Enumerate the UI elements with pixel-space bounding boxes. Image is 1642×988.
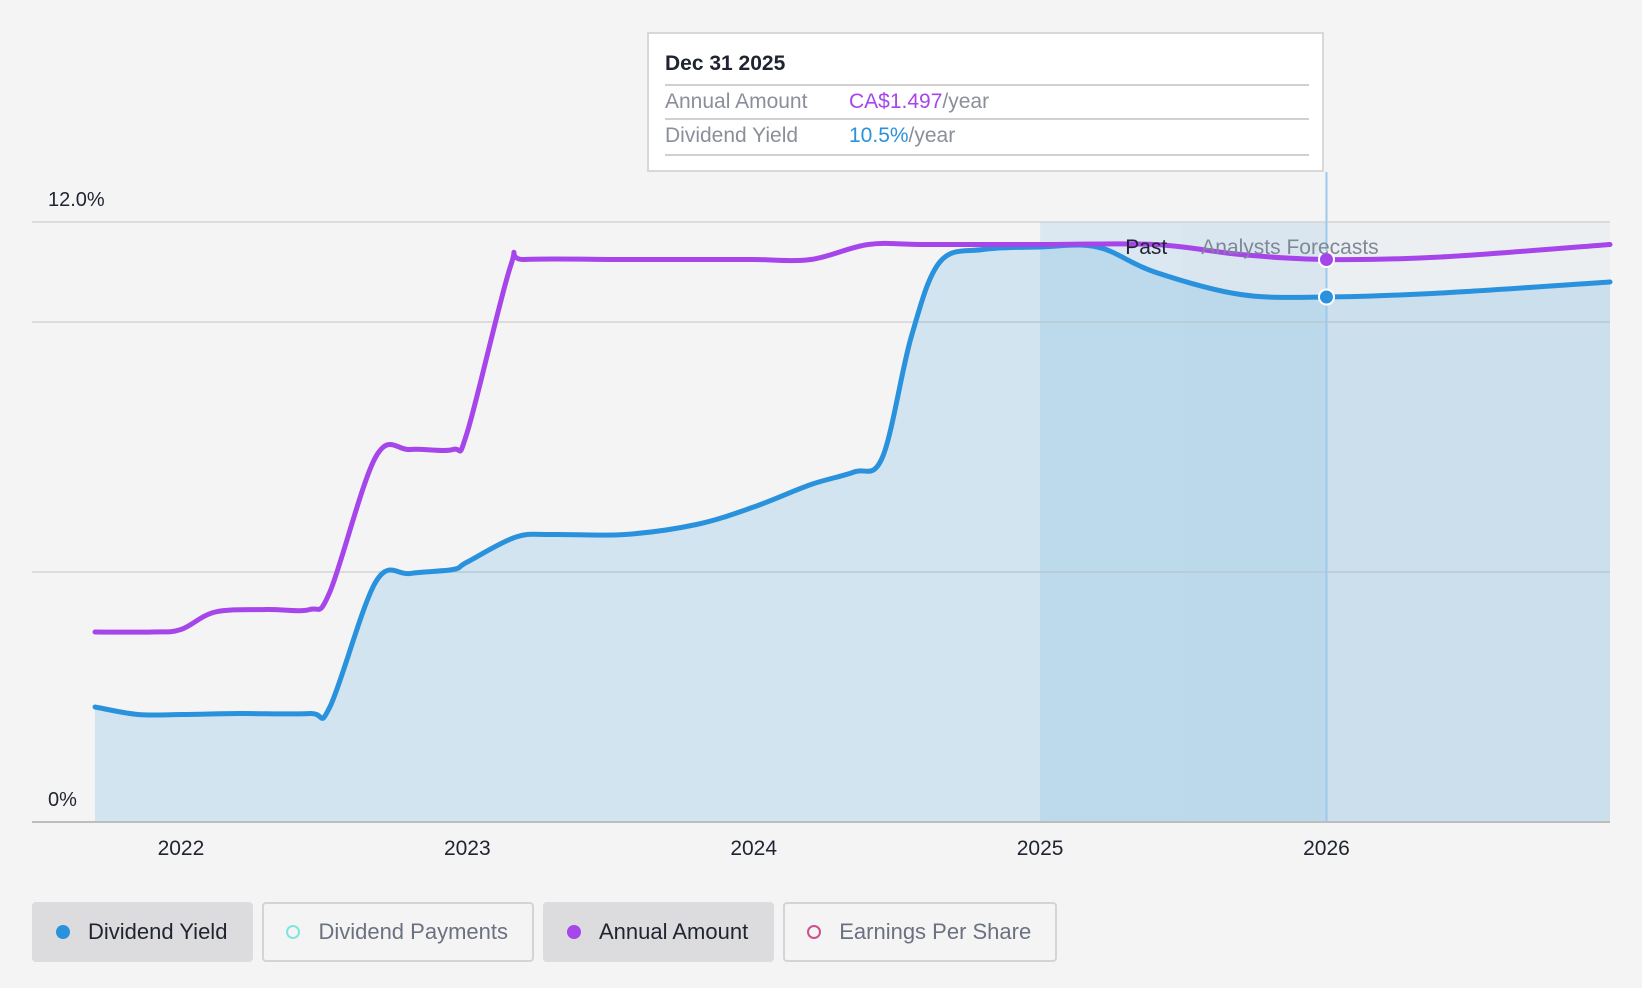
- labels-layer: 12.0% 0% 2022 2023 2024 2025 2026 Past Analysts …: [48, 189, 1379, 860]
- tooltip-row-annual-amount: Annual Amount CA$1.497/year: [665, 84, 1309, 120]
- past-region-label: Past: [1125, 236, 1167, 259]
- x-tick-label: 2025: [1017, 837, 1064, 860]
- annual-amount-line: [92, 240, 1613, 635]
- legend-annual-amount-button[interactable]: Annual Amount: [542, 902, 775, 962]
- legend-label: Dividend Payments: [318, 919, 508, 944]
- annual-amount-dot-icon: [566, 925, 581, 939]
- legend-earnings-per-share-button[interactable]: Earnings Per Share: [783, 902, 1058, 962]
- earnings-per-share-ring-icon: [807, 925, 822, 939]
- legend-label: Annual Amount: [598, 919, 749, 944]
- tooltip-suffix: /year: [942, 90, 990, 113]
- tooltip-label: Annual Amount: [665, 90, 808, 113]
- chart-legend: Dividend Yield Dividend Payments Annual …: [32, 902, 1058, 962]
- annual-amount-highlight-point: [1317, 251, 1335, 268]
- gridlines: [32, 221, 1610, 573]
- dividend-yield-dot-icon: [56, 925, 70, 939]
- x-tick-label: 2026: [1303, 837, 1350, 860]
- y-tick-label: 12.0%: [48, 189, 105, 211]
- legend-label: Dividend Yield: [88, 919, 228, 944]
- tooltip-value: CA$1.497: [849, 90, 943, 113]
- dividend-yield-line: [92, 242, 1613, 721]
- tooltip-row-dividend-yield: Dividend Yield 10.5%/year: [665, 118, 1309, 156]
- x-tick-label: 2024: [730, 837, 777, 860]
- dividend-yield-area: [95, 245, 1610, 823]
- tooltip-date: Dec 31 2025: [665, 52, 786, 75]
- legend-label: Earnings Per Share: [839, 919, 1032, 944]
- dividend-yield-highlight-point: [1317, 288, 1335, 306]
- chart-tooltip: Dec 31 2025 Annual Amount CA$1.497/year …: [647, 32, 1324, 172]
- dividend-payments-ring-icon: [286, 925, 301, 939]
- tooltip-suffix: /year: [908, 124, 956, 147]
- y-tick-label: 0%: [48, 789, 77, 811]
- legend-dividend-yield-button[interactable]: Dividend Yield: [32, 902, 254, 962]
- tooltip-label: Dividend Yield: [665, 124, 799, 147]
- x-tick-label: 2022: [158, 837, 205, 860]
- tooltip-value: 10.5%: [849, 124, 909, 147]
- series-layer: [92, 172, 1613, 823]
- x-tick-label: 2023: [444, 837, 491, 860]
- legend-dividend-payments-button[interactable]: Dividend Payments: [262, 902, 534, 962]
- forecast-region-label: Analysts Forecasts: [1201, 236, 1378, 259]
